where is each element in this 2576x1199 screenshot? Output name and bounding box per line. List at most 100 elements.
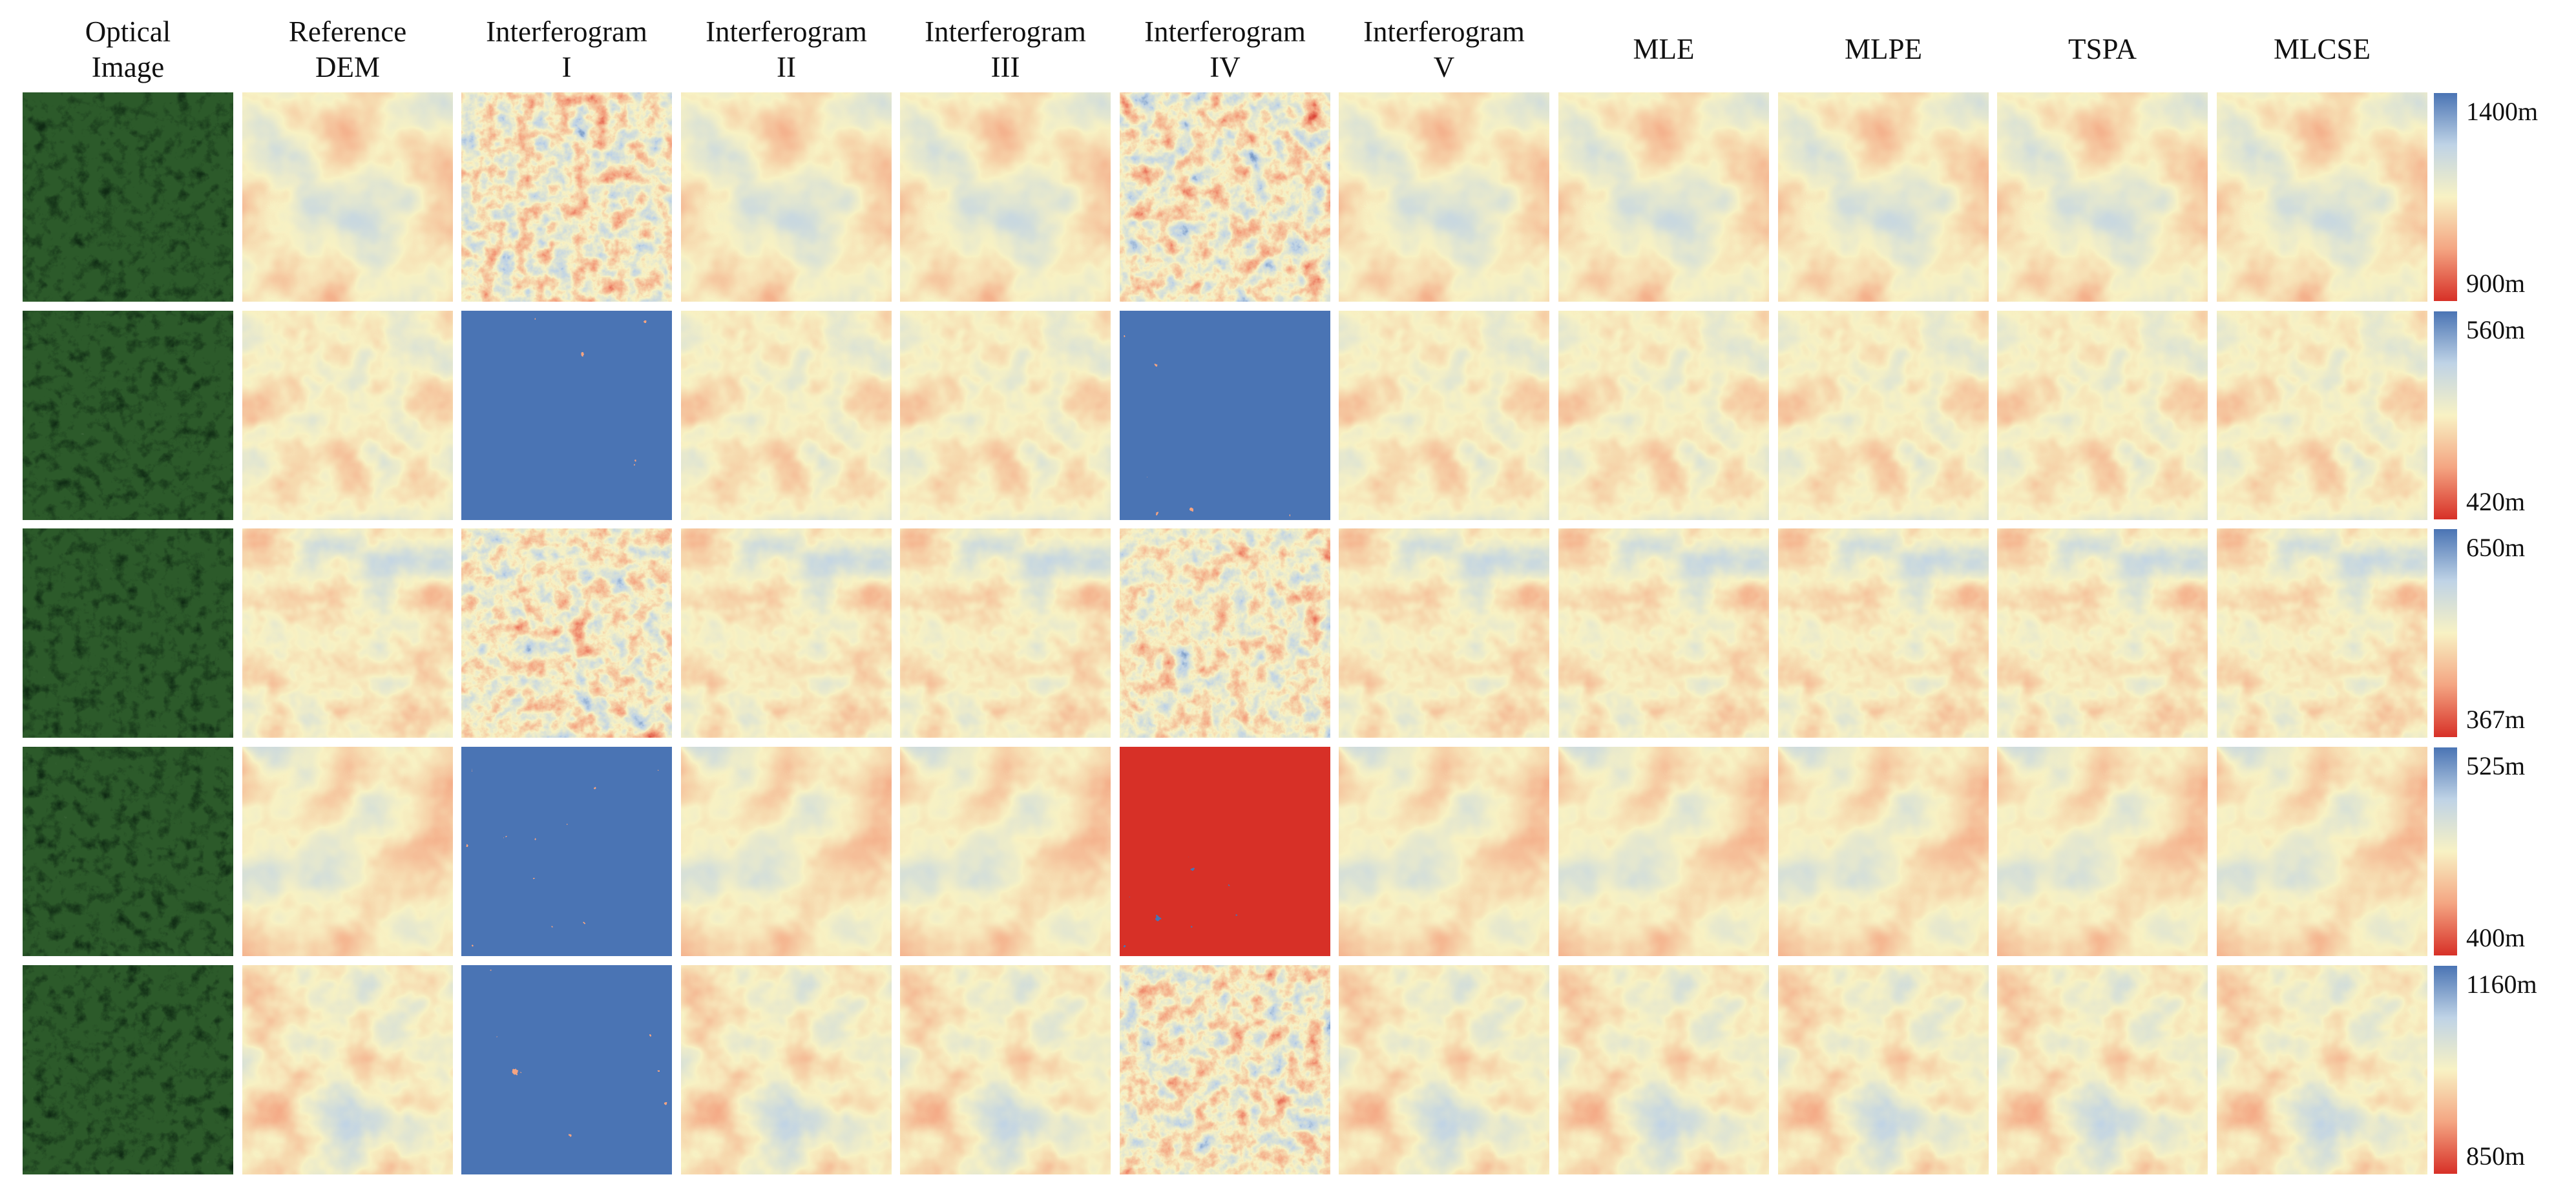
tile-row-1-optical [23,92,233,302]
tile-row-5-interferogram-3 [900,965,1111,1174]
tile-row-1-interferogram-3 [900,92,1111,302]
column-header-line-1: Reference [288,15,407,48]
colorbar-row-4 [2434,747,2457,955]
column-header-line-1: MLCSE [2273,33,2371,65]
tile-row-5-interferogram-5 [1339,965,1549,1174]
tile-row-4-optical [23,747,233,956]
tile-row-5-reference-dem [242,965,453,1174]
tile-row-1-interferogram-5 [1339,92,1549,302]
column-header-interferogram-1: Interferogram I [460,9,673,90]
tile-row-4-mlpe [1778,747,1989,956]
column-header-mlpe: MLPE [1777,9,1990,90]
tile-row-2-interferogram-3 [900,311,1111,520]
colorbar-min-label: 900m [2466,269,2526,298]
column-header-line-1: Interferogram [706,15,867,48]
tile-row-2-tspa [1997,311,2208,520]
column-header-line-2: IV [1209,50,1241,83]
column-header-reference-dem: Reference DEM [241,9,454,90]
tile-row-2-reference-dem [242,311,453,520]
column-header-line-2: II [777,50,796,83]
tile-row-4-tspa [1997,747,2208,956]
column-header-line-1: TSPA [2068,33,2137,65]
tile-row-3-interferogram-4 [1120,528,1330,738]
column-header-line-1: Interferogram [486,15,647,48]
column-header-mlcse: MLCSE [2215,9,2429,90]
tile-row-3-interferogram-5 [1339,528,1549,738]
tile-row-4-interferogram-3 [900,747,1111,956]
colorbar-min-label: 850m [2466,1142,2526,1171]
column-header-interferogram-3: Interferogram III [899,9,1112,90]
tile-row-3-optical [23,528,233,738]
tile-row-5-interferogram-4 [1120,965,1330,1174]
tile-row-2-mle [1558,311,1769,520]
tile-row-3-interferogram-2 [681,528,892,738]
column-header-interferogram-2: Interferogram II [680,9,893,90]
colorbar-max-label: 1400m [2466,97,2539,126]
column-header-line-2: Image [91,50,165,83]
tile-row-3-mlpe [1778,528,1989,738]
column-header-interferogram-5: Interferogram V [1337,9,1551,90]
tile-row-5-mlcse [2217,965,2427,1174]
colorbar-max-label: 525m [2466,751,2526,780]
tile-row-5-interferogram-1 [461,965,672,1174]
tile-row-2-optical [23,311,233,520]
tile-row-1-mle [1558,92,1769,302]
column-header-line-1: MLE [1633,33,1695,65]
column-header-mle: MLE [1557,9,1770,90]
tile-row-1-interferogram-2 [681,92,892,302]
tile-row-5-mle [1558,965,1769,1174]
tile-row-1-tspa [1997,92,2208,302]
tile-row-4-mlcse [2217,747,2427,956]
column-header-optical: Optical Image [21,9,235,90]
column-header-tspa: TSPA [1996,9,2209,90]
tile-row-3-mle [1558,528,1769,738]
tile-row-2-interferogram-2 [681,311,892,520]
tile-row-4-interferogram-1 [461,747,672,956]
tile-row-5-optical [23,965,233,1174]
colorbar-row-5 [2434,966,2457,1174]
tile-row-4-interferogram-2 [681,747,892,956]
colorbar-min-label: 367m [2466,705,2526,734]
tile-row-2-mlcse [2217,311,2427,520]
tile-row-5-mlpe [1778,965,1989,1174]
column-header-line-1: MLPE [1844,33,1922,65]
column-header-line-2: DEM [315,50,380,83]
colorbar-max-label: 1160m [2466,970,2537,999]
tile-row-3-tspa [1997,528,2208,738]
column-header-line-2: I [561,50,572,83]
colorbar-min-label: 400m [2466,923,2526,952]
tile-row-1-mlpe [1778,92,1989,302]
column-header-interferogram-4: Interferogram IV [1118,9,1332,90]
column-header-line-1: Interferogram [1363,15,1525,48]
tile-row-1-interferogram-4 [1120,92,1330,302]
tile-row-3-reference-dem [242,528,453,738]
tile-row-4-mle [1558,747,1769,956]
colorbar-row-3 [2434,529,2457,737]
tile-row-4-interferogram-4 [1120,747,1330,956]
colorbar-max-label: 560m [2466,315,2526,344]
tile-row-5-tspa [1997,965,2208,1174]
tile-row-3-interferogram-3 [900,528,1111,738]
colorbar-min-label: 420m [2466,487,2526,516]
colorbar-row-1 [2434,93,2457,301]
tile-row-2-interferogram-1 [461,311,672,520]
column-header-line-2: V [1433,50,1455,83]
tile-row-4-reference-dem [242,747,453,956]
tile-row-1-interferogram-1 [461,92,672,302]
column-header-line-2: III [990,50,1020,83]
column-header-line-1: Interferogram [1144,15,1306,48]
tile-row-2-interferogram-5 [1339,311,1549,520]
tile-row-3-mlcse [2217,528,2427,738]
colorbar-max-label: 650m [2466,533,2526,562]
colorbar-row-2 [2434,311,2457,519]
column-header-line-1: Interferogram [925,15,1086,48]
tile-row-1-mlcse [2217,92,2427,302]
tile-row-2-mlpe [1778,311,1989,520]
tile-row-2-interferogram-4 [1120,311,1330,520]
column-header-line-1: Optical [85,15,171,48]
tile-row-1-reference-dem [242,92,453,302]
tile-row-4-interferogram-5 [1339,747,1549,956]
tile-row-3-interferogram-1 [461,528,672,738]
tile-row-5-interferogram-2 [681,965,892,1174]
